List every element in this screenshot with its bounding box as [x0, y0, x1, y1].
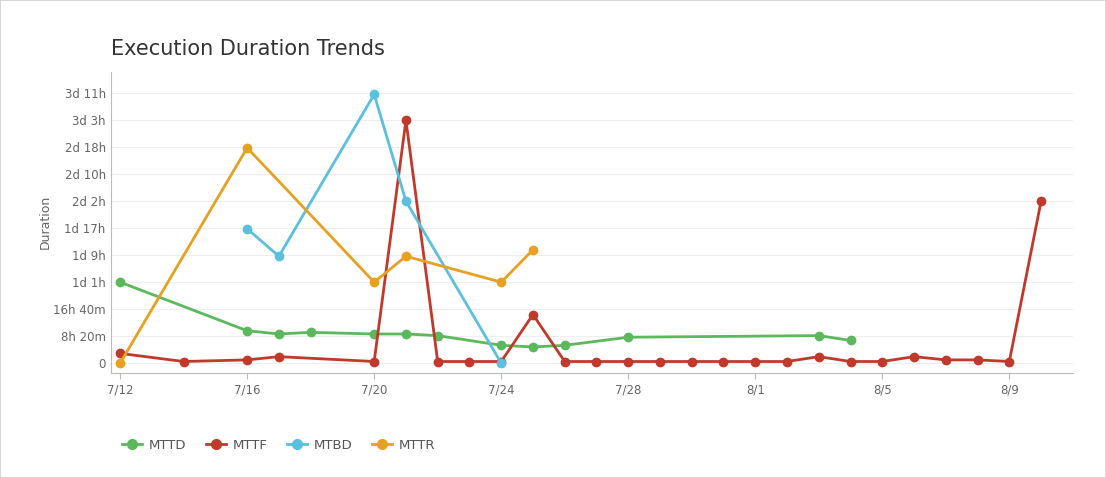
MTTR — [399, 253, 413, 259]
Line: MTBD: MTBD — [243, 90, 505, 367]
MTTR — [240, 145, 253, 151]
MTTD — [812, 333, 825, 338]
MTTD — [114, 279, 127, 285]
MTTF — [1003, 358, 1016, 364]
MTTF — [559, 358, 572, 364]
MTTF — [685, 358, 698, 364]
MTTD — [622, 334, 635, 340]
Legend: MTTD, MTTF, MTBD, MTTR: MTTD, MTTF, MTBD, MTTR — [117, 434, 440, 457]
MTBD — [494, 360, 508, 366]
MTTF — [494, 358, 508, 364]
MTBD — [272, 253, 285, 259]
MTBD — [399, 198, 413, 204]
MTTF — [907, 354, 920, 359]
MTTR — [494, 279, 508, 285]
MTTF — [812, 354, 825, 359]
Line: MTTD: MTTD — [116, 278, 855, 351]
MTTD — [559, 342, 572, 348]
MTTF — [462, 358, 476, 364]
MTBD — [367, 91, 380, 97]
MTTD — [526, 344, 540, 350]
MTTF — [971, 357, 984, 363]
MTTF — [177, 358, 190, 364]
MTTR — [367, 279, 380, 285]
MTTF — [749, 358, 762, 364]
MTTD — [494, 342, 508, 348]
MTTD — [431, 333, 445, 338]
MTTF — [431, 358, 445, 364]
MTTF — [622, 358, 635, 364]
MTBD — [240, 226, 253, 232]
MTTF — [272, 354, 285, 359]
MTTD — [304, 329, 317, 335]
MTTD — [272, 331, 285, 337]
Y-axis label: Duration: Duration — [39, 195, 51, 250]
MTTF — [589, 358, 603, 364]
MTTF — [939, 357, 952, 363]
MTTF — [844, 358, 857, 364]
MTTF — [114, 350, 127, 356]
MTTF — [654, 358, 667, 364]
Line: MTTF: MTTF — [116, 116, 1045, 366]
MTTF — [367, 358, 380, 364]
MTTF — [876, 358, 889, 364]
MTTF — [399, 118, 413, 123]
MTTD — [399, 331, 413, 337]
Text: Execution Duration Trends: Execution Duration Trends — [111, 39, 385, 59]
MTTD — [367, 331, 380, 337]
MTTF — [240, 357, 253, 363]
MTTR — [526, 247, 540, 253]
MTTF — [526, 312, 540, 317]
MTTF — [717, 358, 730, 364]
MTTF — [1034, 198, 1047, 204]
MTTR — [114, 360, 127, 366]
MTTD — [240, 328, 253, 334]
MTTD — [844, 337, 857, 343]
MTTF — [781, 358, 794, 364]
Line: MTTR: MTTR — [116, 143, 538, 367]
